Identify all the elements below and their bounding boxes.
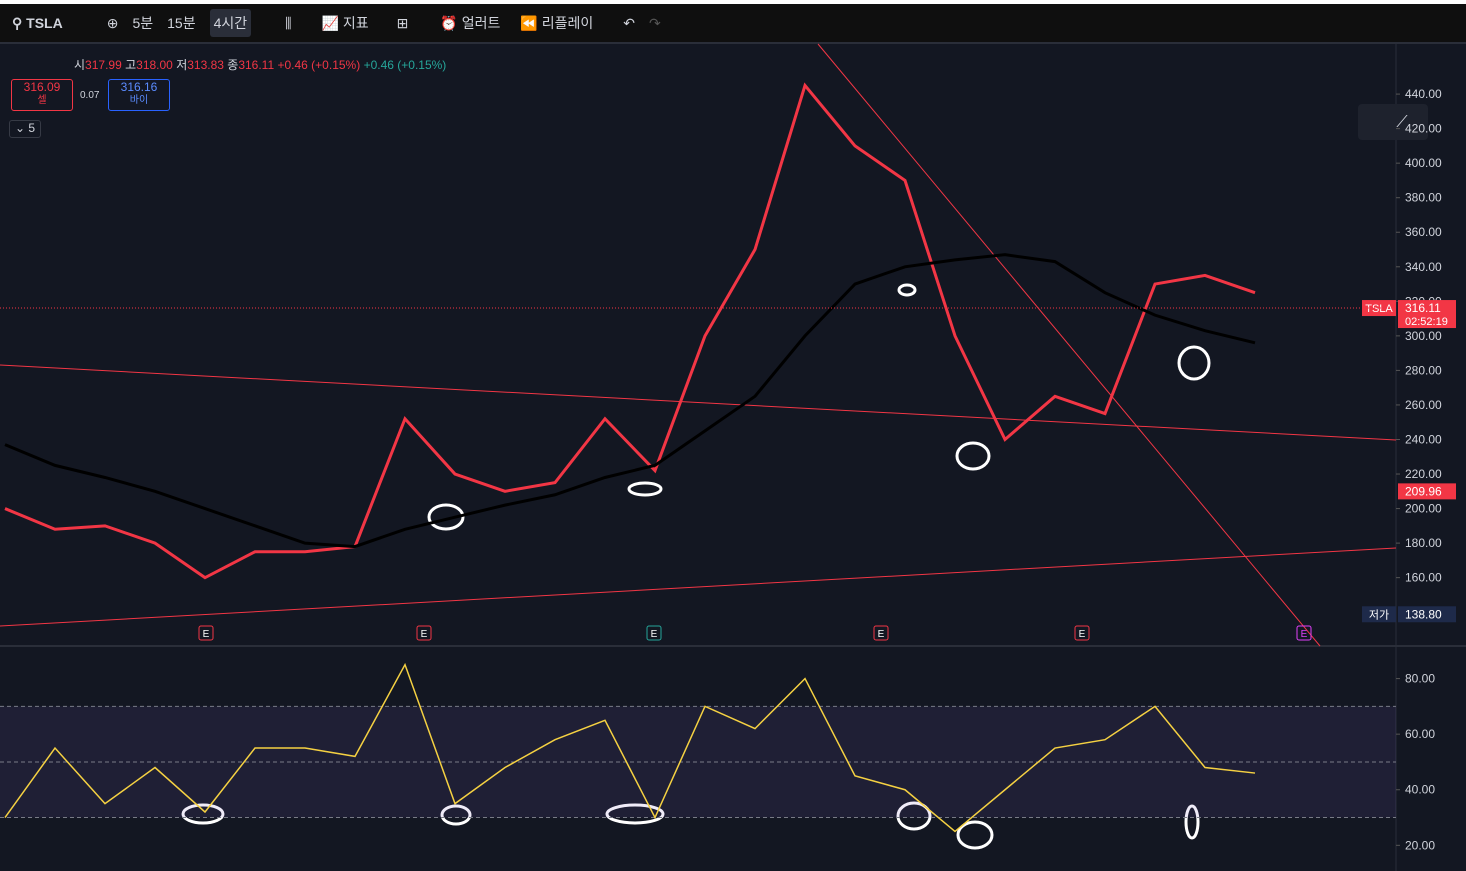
trend-line bbox=[0, 364, 1397, 441]
y-tick-label: 60.00 bbox=[1405, 727, 1435, 741]
indicator-toggle[interactable]: ⌄ 5 bbox=[9, 120, 41, 138]
interval[interactable]: 5분 bbox=[132, 15, 154, 31]
label: 종 bbox=[227, 58, 239, 72]
label: 시 bbox=[74, 58, 86, 72]
price-tag-name-bg bbox=[1362, 606, 1396, 623]
y-tick-label: 420.00 bbox=[1405, 122, 1442, 136]
symbol[interactable]: ⚲ TSLA bbox=[12, 14, 63, 31]
buy-price: 316.16 bbox=[120, 80, 158, 94]
value: 317.99 bbox=[85, 58, 122, 72]
currency: USD bbox=[1405, 56, 1431, 70]
chart-type[interactable]: ⫼ bbox=[285, 14, 292, 31]
price-tag-label: 209.96 bbox=[1405, 484, 1442, 498]
price-tag: 138.80 저가 bbox=[1362, 606, 1456, 623]
price-tag: 209.96 bbox=[1398, 483, 1456, 500]
y-tick-label: 180.00 bbox=[1405, 536, 1442, 550]
price-tag-label: 316.11 bbox=[1405, 301, 1441, 315]
y-tick-label: 200.00 bbox=[1405, 502, 1442, 516]
y-tick-label: 380.00 bbox=[1405, 191, 1442, 205]
buy-button[interactable]: 316.16 바이 bbox=[108, 79, 170, 111]
series-line bbox=[4, 662, 1256, 833]
y-tick-label: 240.00 bbox=[1405, 432, 1442, 446]
drawing-tool[interactable] bbox=[1358, 104, 1428, 140]
price-tag-bg bbox=[1398, 606, 1456, 623]
alert[interactable]: ⏰ 얼러트 bbox=[440, 15, 501, 31]
price-tag-name-bg bbox=[1362, 300, 1396, 317]
y-tick-label: 20.00 bbox=[1405, 838, 1435, 852]
earnings-marker bbox=[873, 625, 889, 641]
redo[interactable]: ↷ bbox=[648, 14, 661, 31]
trend-line bbox=[817, 43, 1321, 647]
series-line bbox=[4, 82, 1256, 580]
indicators-text: 지표 bbox=[342, 15, 369, 31]
sell-price: 316.09 bbox=[23, 80, 61, 94]
earnings-marker bbox=[198, 625, 214, 641]
annotations bbox=[181, 283, 1211, 850]
y-tick-label: 360.00 bbox=[1405, 225, 1442, 239]
earnings-label: E bbox=[1301, 629, 1308, 640]
earnings-marker bbox=[1074, 625, 1090, 641]
earnings-label: E bbox=[878, 629, 885, 640]
value: 313.83 bbox=[187, 58, 224, 72]
value: 316.11 bbox=[238, 58, 275, 72]
value: 318.00 bbox=[136, 58, 173, 72]
y-tick-label: 220.00 bbox=[1405, 467, 1442, 481]
price-tag-bg bbox=[1398, 300, 1456, 329]
y-tick-label: 300.00 bbox=[1405, 329, 1442, 343]
y-tick-label: 160.00 bbox=[1405, 571, 1442, 585]
y-tick-label: 80.00 bbox=[1405, 672, 1435, 686]
y-tick-label: 320.00 bbox=[1405, 294, 1442, 308]
label: 고 bbox=[125, 58, 137, 72]
price-tag-label: 138.80 bbox=[1405, 607, 1442, 621]
change: +0.46 (+0.15%) bbox=[277, 58, 361, 72]
currency-select[interactable]: USD ⌄ bbox=[1400, 52, 1462, 74]
ohlc-legend: 시317.99 고318.00 저313.83 종316.11 +0.46 (+… bbox=[74, 56, 446, 73]
earnings-label: E bbox=[203, 629, 210, 640]
price-tag-time: 02:52:19 bbox=[1405, 316, 1448, 328]
indicators[interactable]: 📈 지표 bbox=[321, 15, 369, 31]
sell-label: 셀 bbox=[37, 95, 47, 106]
price-axis-bg bbox=[1396, 44, 1466, 871]
earnings-marker bbox=[416, 625, 432, 641]
y-tick-label: 340.00 bbox=[1405, 260, 1442, 274]
price-tag-name: TSLA bbox=[1365, 303, 1393, 315]
price-tag-name: 저가 bbox=[1369, 608, 1389, 621]
earnings-marker bbox=[1296, 625, 1312, 641]
drawing-icon: ⟋ bbox=[1396, 114, 1408, 131]
earnings-label: E bbox=[651, 629, 658, 640]
change: +0.46 (+0.15%) bbox=[363, 58, 447, 72]
toolbar: ⚲ TSLA ⊕ 5분 15분 4시간 ⫼ 📈 지표 ⊞ ⏰ 얼러트 ⏪ 리플레… bbox=[0, 4, 1466, 44]
spread: 0.07 bbox=[80, 90, 100, 101]
indicator-count: 5 bbox=[28, 121, 36, 135]
add[interactable]: ⊕ bbox=[106, 14, 119, 31]
buy-label: 바이 bbox=[129, 95, 149, 106]
series-line bbox=[4, 253, 1256, 549]
y-tick-label: 440.00 bbox=[1405, 87, 1442, 101]
y-tick-label: 260.00 bbox=[1405, 398, 1442, 412]
y-tick-label: 40.00 bbox=[1405, 783, 1435, 797]
sell-button[interactable]: 316.09 셀 bbox=[11, 79, 73, 111]
label: 저 bbox=[176, 58, 188, 72]
symbol-text: TSLA bbox=[26, 14, 63, 31]
interval[interactable]: 4시간 bbox=[209, 9, 252, 37]
top-strip bbox=[0, 0, 1466, 4]
alert-text: 얼러트 bbox=[461, 15, 501, 31]
earnings-label: E bbox=[421, 629, 428, 640]
replay[interactable]: ⏪ 리플레이 bbox=[520, 15, 594, 31]
y-tick-label: 400.00 bbox=[1405, 156, 1442, 170]
layouts[interactable]: ⊞ bbox=[396, 14, 409, 31]
replay-text: 리플레이 bbox=[541, 15, 594, 31]
interval[interactable]: 15분 bbox=[167, 15, 196, 31]
price-tag-bg bbox=[1398, 483, 1456, 500]
earnings-marker bbox=[646, 625, 662, 641]
earnings-label: E bbox=[1079, 629, 1086, 640]
rsi-band bbox=[0, 706, 1396, 818]
undo[interactable]: ↶ bbox=[623, 14, 635, 31]
trend-line bbox=[0, 547, 1397, 627]
y-tick-label: 280.00 bbox=[1405, 363, 1442, 377]
